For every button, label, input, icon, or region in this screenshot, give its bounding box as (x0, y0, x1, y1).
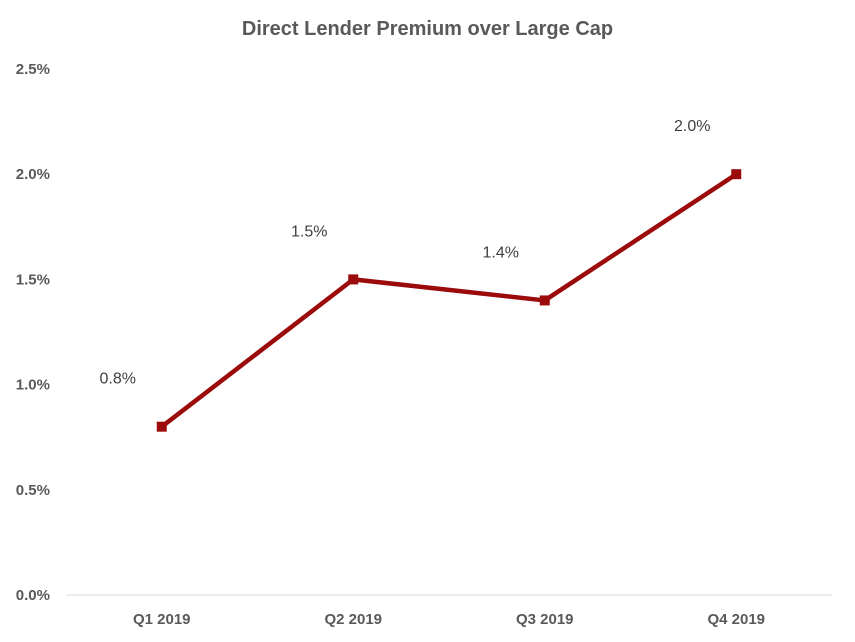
y-tick-label: 0.5% (16, 482, 50, 499)
data-point-marker (156, 421, 167, 432)
x-tick-label: Q2 2019 (324, 611, 382, 628)
data-point-marker (348, 274, 359, 285)
series-layer (156, 169, 742, 432)
x-axis: Q1 2019 Q2 2019 Q3 2019 Q4 2019 (66, 594, 832, 628)
data-label: 1.4% (483, 244, 519, 261)
y-tick-label: 2.0% (16, 166, 50, 183)
y-tick-label: 1.5% (16, 271, 50, 288)
y-tick-label: 1.0% (16, 377, 50, 394)
y-tick-label: 2.5% (16, 61, 50, 78)
series-line (159, 171, 739, 429)
x-tick-label: Q1 2019 (133, 611, 191, 628)
y-tick-label: 0.0% (16, 587, 50, 604)
y-axis: 0.0% 0.5% 1.0% 1.5% 2.0% 2.5% (16, 61, 50, 604)
x-tick-label: Q4 2019 (707, 611, 765, 628)
data-point-marker (731, 169, 742, 180)
x-tick-label: Q3 2019 (516, 611, 574, 628)
data-labels: 0.8% 1.5% 1.4% 2.0% (100, 118, 711, 387)
data-label: 0.8% (100, 371, 136, 388)
chart-title: Direct Lender Premium over Large Cap (241, 18, 614, 40)
data-label: 2.0% (674, 118, 710, 135)
data-label: 1.5% (291, 223, 327, 240)
data-point-marker (539, 295, 550, 306)
